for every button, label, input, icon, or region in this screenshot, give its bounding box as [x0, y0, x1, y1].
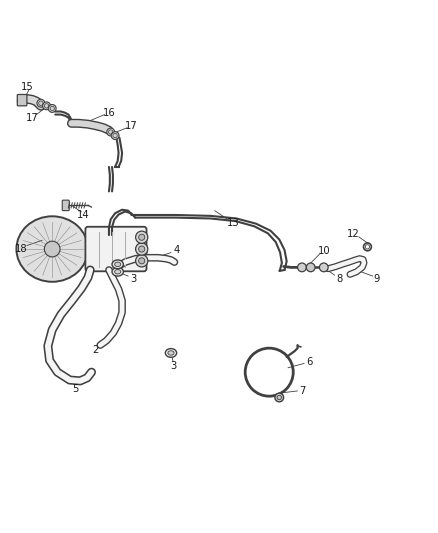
Text: 9: 9: [374, 274, 380, 284]
Ellipse shape: [165, 349, 177, 357]
Text: 8: 8: [336, 274, 342, 284]
Text: 16: 16: [102, 108, 115, 118]
Circle shape: [306, 263, 315, 272]
Circle shape: [107, 128, 115, 136]
Text: 12: 12: [347, 229, 360, 239]
Circle shape: [37, 99, 45, 107]
FancyBboxPatch shape: [62, 200, 69, 211]
Text: 17: 17: [125, 121, 138, 131]
Circle shape: [297, 263, 306, 272]
Circle shape: [319, 263, 328, 272]
Ellipse shape: [112, 268, 124, 276]
FancyBboxPatch shape: [85, 227, 147, 271]
Text: 17: 17: [26, 113, 39, 123]
Circle shape: [44, 241, 60, 257]
Text: 13: 13: [226, 218, 239, 228]
Circle shape: [111, 132, 119, 140]
Ellipse shape: [112, 260, 124, 269]
Circle shape: [275, 393, 284, 402]
Text: 3: 3: [131, 274, 137, 284]
Text: 15: 15: [21, 82, 33, 92]
Text: 5: 5: [73, 384, 79, 394]
Circle shape: [139, 246, 145, 252]
Text: 4: 4: [173, 245, 179, 255]
Circle shape: [136, 243, 148, 255]
Circle shape: [136, 231, 148, 244]
Circle shape: [48, 104, 56, 112]
Ellipse shape: [115, 262, 121, 266]
Ellipse shape: [115, 270, 121, 274]
Ellipse shape: [168, 351, 174, 355]
Text: 14: 14: [77, 210, 89, 220]
Text: 2: 2: [93, 345, 99, 356]
Circle shape: [136, 255, 148, 267]
Circle shape: [42, 102, 50, 110]
Text: 18: 18: [15, 244, 28, 254]
Text: 6: 6: [307, 357, 313, 367]
Text: 1: 1: [141, 238, 147, 247]
FancyBboxPatch shape: [17, 94, 27, 106]
Circle shape: [139, 258, 145, 264]
Circle shape: [139, 234, 145, 240]
Ellipse shape: [16, 216, 88, 282]
Text: 10: 10: [318, 246, 331, 256]
Text: 7: 7: [300, 386, 306, 396]
Text: 3: 3: [170, 361, 176, 371]
